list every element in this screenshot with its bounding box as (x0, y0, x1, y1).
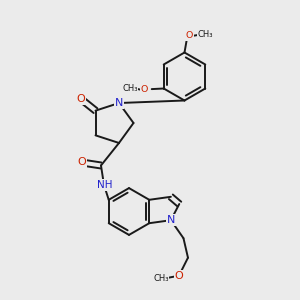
Text: CH₃: CH₃ (198, 30, 213, 39)
Text: N: N (167, 215, 175, 225)
Text: NH: NH (97, 180, 112, 190)
Text: O: O (175, 271, 183, 281)
Text: CH₃: CH₃ (122, 84, 138, 93)
Text: O: O (77, 158, 86, 167)
Text: O: O (140, 85, 148, 94)
Text: N: N (115, 98, 123, 108)
Text: CH₃: CH₃ (153, 274, 169, 283)
Text: O: O (76, 94, 85, 104)
Text: O: O (186, 32, 193, 40)
